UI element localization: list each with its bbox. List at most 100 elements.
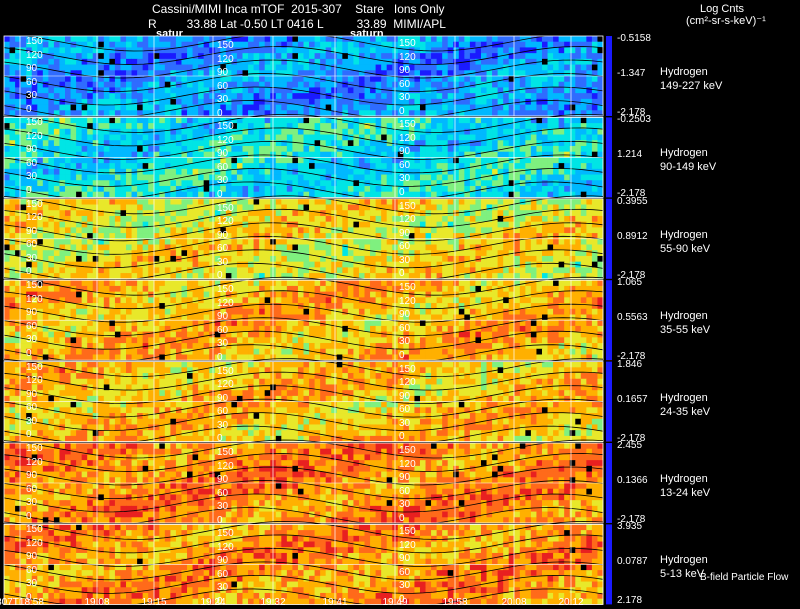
panel-energy: 5-13 keV [660, 568, 705, 581]
contour-label: 150 [217, 202, 234, 214]
contour-label: 60 [26, 402, 38, 414]
contour-label: 90 [217, 148, 229, 160]
contour-label: 150 [26, 36, 43, 47]
contour-label: 90 [399, 472, 411, 483]
colorbar-max: -0.5158 [617, 33, 651, 44]
contour-label: 0 [399, 186, 405, 198]
contour-label: 90 [217, 311, 229, 323]
contour-label: 60 [26, 483, 38, 495]
contour-label: 30 [217, 419, 229, 431]
panel-species: Hydrogen [660, 66, 708, 78]
x-tick-label: 307T18:58 [0, 597, 44, 608]
colorbar-max: 0.3955 [617, 195, 648, 207]
x-tick-label: 19:49 [382, 597, 408, 608]
contour-label: 0 [217, 514, 223, 526]
contour-label: 90 [217, 555, 229, 567]
chart-title: Cassini/MIMI Inca mTOF 2015-307 Stare Io… [152, 2, 445, 16]
colorbar-6 [606, 443, 612, 523]
contour-label: 60 [217, 487, 229, 499]
panel-6 [3, 439, 612, 526]
panel-energy: 149-227 keV [660, 80, 723, 92]
contour-label: 60 [26, 76, 38, 88]
contour-label: 90 [217, 474, 229, 485]
contour-label: 0 [399, 512, 405, 524]
x-tick-label: 19:58 [442, 597, 468, 608]
contour-label: 60 [399, 159, 411, 171]
contour-label: 120 [217, 216, 234, 228]
colorbar-1 [606, 36, 612, 116]
x-tick-label: 19:15 [141, 597, 167, 608]
contour-label: 0 [399, 105, 405, 117]
x-tick-label: 19:32 [260, 597, 286, 608]
contour-label: 30 [26, 578, 38, 590]
contour-label: 60 [399, 566, 411, 578]
contour-label: 90 [217, 392, 229, 404]
contour-label: 90 [26, 470, 38, 481]
contour-label: 30 [399, 417, 411, 429]
colorbar-max: 1.846 [617, 358, 643, 370]
contour-label: 120 [26, 49, 43, 61]
contour-label: 30 [399, 499, 411, 510]
panel-3 [3, 195, 612, 282]
contour-label: 30 [217, 94, 229, 105]
contour-label: 150 [217, 528, 234, 540]
contour-label: 90 [399, 227, 411, 239]
panel-2 [3, 113, 612, 201]
contour-label: 90 [217, 67, 229, 78]
contour-label: 120 [399, 377, 416, 389]
colorbar-min: -2.178 [617, 351, 646, 363]
contour-label: 120 [217, 134, 234, 146]
contour-label: 30 [26, 171, 38, 183]
contour-label: 120 [26, 456, 43, 468]
panel-1 [3, 32, 612, 119]
contour-label: 150 [399, 200, 416, 212]
contour-label: 0 [217, 351, 223, 363]
contour-label: 150 [217, 284, 234, 296]
panel-energy: 90-149 keV [660, 161, 717, 174]
chart-subtitle: R 33.88 Lat -0.50 LT 0416 L 33.89 MIMI/A… [148, 17, 446, 31]
contour-label: 150 [399, 38, 416, 49]
colorbar-7 [606, 524, 612, 605]
panel-energy: 55-90 keV [660, 242, 711, 255]
contour-label: 30 [26, 334, 38, 346]
contour-label: 90 [399, 146, 411, 158]
contour-label: 90 [26, 551, 38, 563]
colorbar-mid: 0.0787 [617, 556, 648, 568]
panel-energy: 13-24 keV [660, 487, 711, 499]
x-tick-label: 19:24 [200, 597, 226, 608]
contour-label: 150 [26, 443, 43, 454]
contour-label: 120 [399, 295, 416, 307]
colorbar-mid: 0.8912 [617, 230, 648, 242]
contour-label: 30 [217, 582, 229, 594]
contour-label: 30 [399, 173, 411, 185]
contour-label: 150 [217, 447, 234, 458]
x-tick-label: 19:08 [84, 597, 110, 608]
contour-label: 90 [26, 388, 38, 400]
contour-label: 0 [26, 103, 32, 115]
panel-species: Hydrogen [660, 473, 708, 485]
contour-label: 0 [26, 591, 32, 603]
colorbar-mid: 0.1657 [617, 393, 648, 405]
contour-label: 0 [217, 433, 223, 445]
panel-species: Hydrogen [660, 310, 708, 323]
contour-label: 0 [399, 431, 405, 443]
contour-label: 60 [26, 320, 38, 332]
x-tick-label: 20:12 [558, 597, 584, 608]
contour-label: 0 [26, 429, 32, 441]
contour-label: 0 [26, 347, 32, 359]
contour-label: 30 [399, 92, 411, 103]
panel-energy: 35-55 keV [660, 324, 711, 337]
contour-label: 150 [217, 40, 234, 51]
contour-label: 150 [26, 117, 43, 129]
contour-label: 0 [399, 593, 405, 605]
panel-7 [3, 520, 612, 608]
contour-label: 120 [399, 539, 416, 551]
panel-5 [3, 358, 612, 445]
contour-label: 120 [399, 51, 416, 63]
colorbar-2 [606, 117, 612, 198]
contour-label: 60 [399, 78, 411, 90]
colorbar-max: -0.2503 [617, 114, 651, 126]
contour-label: 90 [26, 144, 38, 156]
colorbar-title: Log Cnts [700, 3, 745, 15]
contour-label: 150 [26, 198, 43, 210]
